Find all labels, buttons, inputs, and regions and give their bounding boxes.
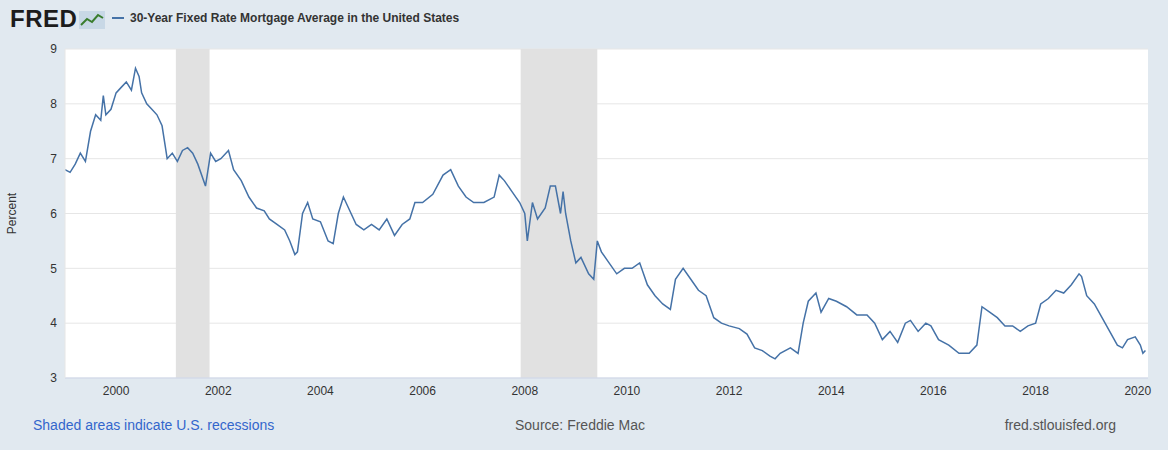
svg-text:2000: 2000 (103, 384, 130, 398)
svg-text:2002: 2002 (205, 384, 232, 398)
svg-text:6: 6 (50, 207, 57, 221)
svg-text:5: 5 (50, 262, 57, 276)
svg-text:2006: 2006 (409, 384, 436, 398)
svg-text:2016: 2016 (920, 384, 947, 398)
svg-text:7: 7 (50, 152, 57, 166)
svg-text:2010: 2010 (614, 384, 641, 398)
svg-text:2004: 2004 (307, 384, 334, 398)
svg-text:2018: 2018 (1022, 384, 1049, 398)
html-text:30-Year Fixed Rate Mortgage Av: 30-Year Fixed Rate Mortgage Average in t… (130, 11, 460, 25)
html-text:Shaded areas indicate U.S. rec: Shaded areas indicate U.S. recessions (33, 417, 275, 433)
html-text:Source: Freddie Mac: Source: Freddie Mac (515, 417, 645, 433)
svg-text:8: 8 (50, 97, 57, 111)
svg-text:Percent: Percent (8, 192, 19, 234)
html-text:FRED: FRED (10, 5, 78, 32)
svg-text:2014: 2014 (818, 384, 845, 398)
svg-text:2008: 2008 (511, 384, 538, 398)
svg-text:4: 4 (50, 316, 57, 330)
svg-text:2012: 2012 (716, 384, 743, 398)
svg-text:9: 9 (50, 42, 57, 56)
svg-text:3: 3 (50, 371, 57, 385)
html-text:fred.stlouisfed.org: fred.stlouisfed.org (1004, 417, 1116, 433)
svg-text:2020: 2020 (1124, 384, 1151, 398)
